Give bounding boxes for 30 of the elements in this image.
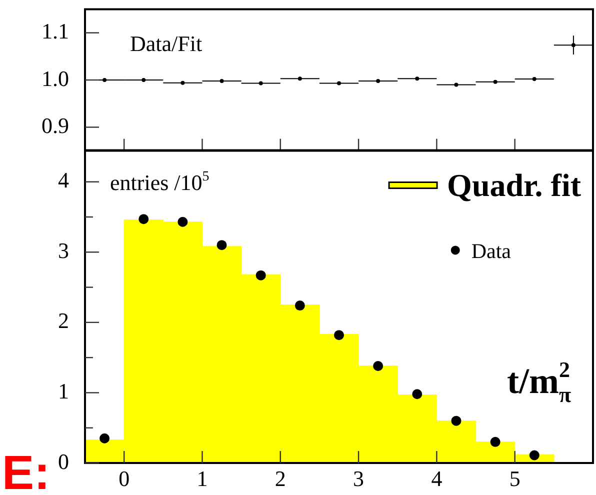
y-tick-label: 2 bbox=[58, 308, 69, 334]
y-tick-label: 1 bbox=[58, 378, 69, 404]
x-tick-label: 1 bbox=[196, 466, 208, 491]
point bbox=[490, 436, 500, 447]
point bbox=[451, 416, 462, 426]
x-tick-label: 3 bbox=[353, 466, 364, 491]
point bbox=[529, 450, 540, 460]
y-tick-label: 4 bbox=[58, 168, 69, 193]
point bbox=[334, 330, 344, 340]
point bbox=[256, 270, 266, 280]
x-tick-label: 2 bbox=[274, 466, 286, 491]
point bbox=[178, 216, 188, 227]
point bbox=[373, 360, 384, 371]
y-tick-label: 0 bbox=[58, 448, 69, 474]
point bbox=[138, 214, 149, 224]
x-tick-label: 5 bbox=[509, 466, 520, 491]
text: E: bbox=[2, 446, 50, 495]
x-tick-label: 0 bbox=[118, 466, 130, 491]
point bbox=[412, 389, 422, 400]
point bbox=[216, 240, 227, 250]
x-tick-label: 4 bbox=[431, 466, 442, 491]
point bbox=[294, 300, 305, 311]
legend-label: Quadr. fit bbox=[447, 167, 582, 204]
y-tick-label: 1.0 bbox=[42, 66, 69, 91]
legend-label: Data bbox=[471, 239, 512, 264]
point bbox=[100, 433, 110, 444]
y-axis-title: Data/Fit bbox=[130, 31, 202, 56]
y-tick-label: 0.9 bbox=[42, 112, 69, 138]
y-tick-label: 1.1 bbox=[42, 18, 69, 44]
y-tick-label: 3 bbox=[58, 238, 69, 263]
